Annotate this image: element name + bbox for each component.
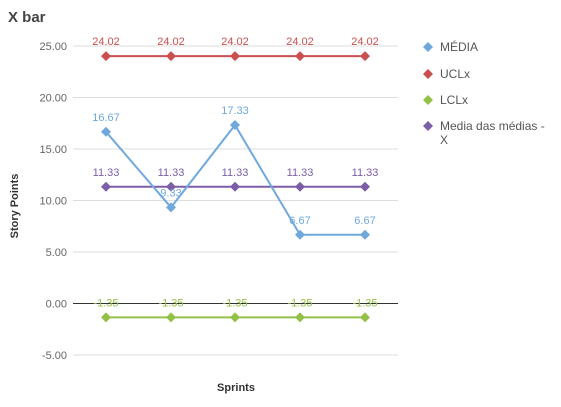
data-point — [230, 120, 240, 131]
data-label: 24.02 — [221, 36, 249, 48]
y-tick-label: 0.00 — [46, 299, 67, 311]
data-point — [101, 181, 111, 192]
legend-item: Media das médias -X — [423, 119, 545, 147]
data-label: 11.33 — [352, 167, 379, 179]
data-label: 6.67 — [354, 215, 375, 227]
y-tick-label: 25.00 — [39, 41, 67, 53]
data-point — [295, 312, 305, 323]
data-label: 11.33 — [158, 167, 185, 179]
legend: MÉDIA UCLx LCLx Media das médias -X — [423, 39, 545, 147]
legend-label: UCLx — [440, 67, 470, 81]
data-point — [360, 51, 370, 62]
y-tick-label: 15.00 — [39, 144, 67, 156]
legend-label: Media das médias -X — [440, 119, 545, 147]
data-point — [230, 181, 240, 192]
data-point — [101, 312, 111, 323]
data-label: -1.35 — [287, 297, 312, 309]
grid — [73, 45, 398, 356]
series-3: 11.33 11.33 11.33 11.33 11.33 — [93, 167, 379, 192]
data-point — [360, 229, 370, 240]
y-tick-label: 10.00 — [39, 196, 67, 208]
data-label: 16.67 — [92, 112, 120, 124]
data-label: 9.33 — [160, 187, 181, 199]
data-label: 24.02 — [92, 36, 120, 48]
data-point — [230, 312, 240, 323]
chart-title: X bar — [8, 9, 46, 26]
data-label: 11.33 — [93, 167, 120, 179]
legend-item: MÉDIA — [423, 39, 478, 54]
data-label: -1.35 — [93, 297, 118, 309]
data-point — [166, 181, 176, 192]
data-point — [295, 229, 305, 240]
data-label: 24.02 — [286, 36, 314, 48]
data-point — [166, 202, 176, 213]
legend-label: MÉDIA — [440, 39, 478, 54]
data-label: -1.35 — [222, 297, 247, 309]
data-point — [360, 312, 370, 323]
series-2: -1.35 -1.35 -1.35 -1.35 -1.35 — [93, 297, 378, 323]
legend-marker — [423, 69, 433, 79]
data-point — [360, 181, 370, 192]
legend-item: UCLx — [423, 67, 470, 81]
y-tick-label: 20.00 — [39, 93, 67, 105]
legend-label: LCLx — [440, 93, 468, 107]
data-label: 17.33 — [221, 105, 249, 117]
data-label: 24.02 — [351, 36, 379, 48]
x-axis-title: Sprints — [217, 382, 255, 394]
data-label: -1.35 — [352, 297, 377, 309]
data-point — [295, 51, 305, 62]
data-label: 11.33 — [287, 167, 314, 179]
y-tick-labels: 25.00 20.00 15.00 10.00 5.00 0.00 -5.00 — [39, 41, 67, 362]
data-point — [166, 51, 176, 62]
y-axis-title: Story Points — [9, 174, 21, 239]
data-label: 6.67 — [289, 215, 310, 227]
data-point — [166, 312, 176, 323]
legend-marker — [423, 95, 433, 105]
series-line — [105, 123, 365, 236]
data-point — [230, 51, 240, 62]
legend-marker — [423, 121, 433, 131]
legend-item: LCLx — [423, 93, 468, 107]
series-1: 24.02 24.02 24.02 24.02 24.02 — [92, 36, 379, 62]
series-group: 24.02 24.02 24.02 24.02 24.02-1.35 -1.35 -1.35… — [92, 36, 379, 323]
y-tick-label: -5.00 — [42, 350, 67, 362]
data-point — [101, 51, 111, 62]
data-label: 11.33 — [222, 167, 249, 179]
data-point — [295, 181, 305, 192]
data-label: 24.02 — [157, 36, 185, 48]
data-point — [101, 126, 111, 137]
y-tick-label: 5.00 — [46, 247, 67, 259]
legend-marker — [423, 42, 433, 52]
series-0: 16.67 9.33 17.33 6.67 6.67 — [92, 105, 376, 240]
data-label: -1.35 — [158, 297, 183, 309]
